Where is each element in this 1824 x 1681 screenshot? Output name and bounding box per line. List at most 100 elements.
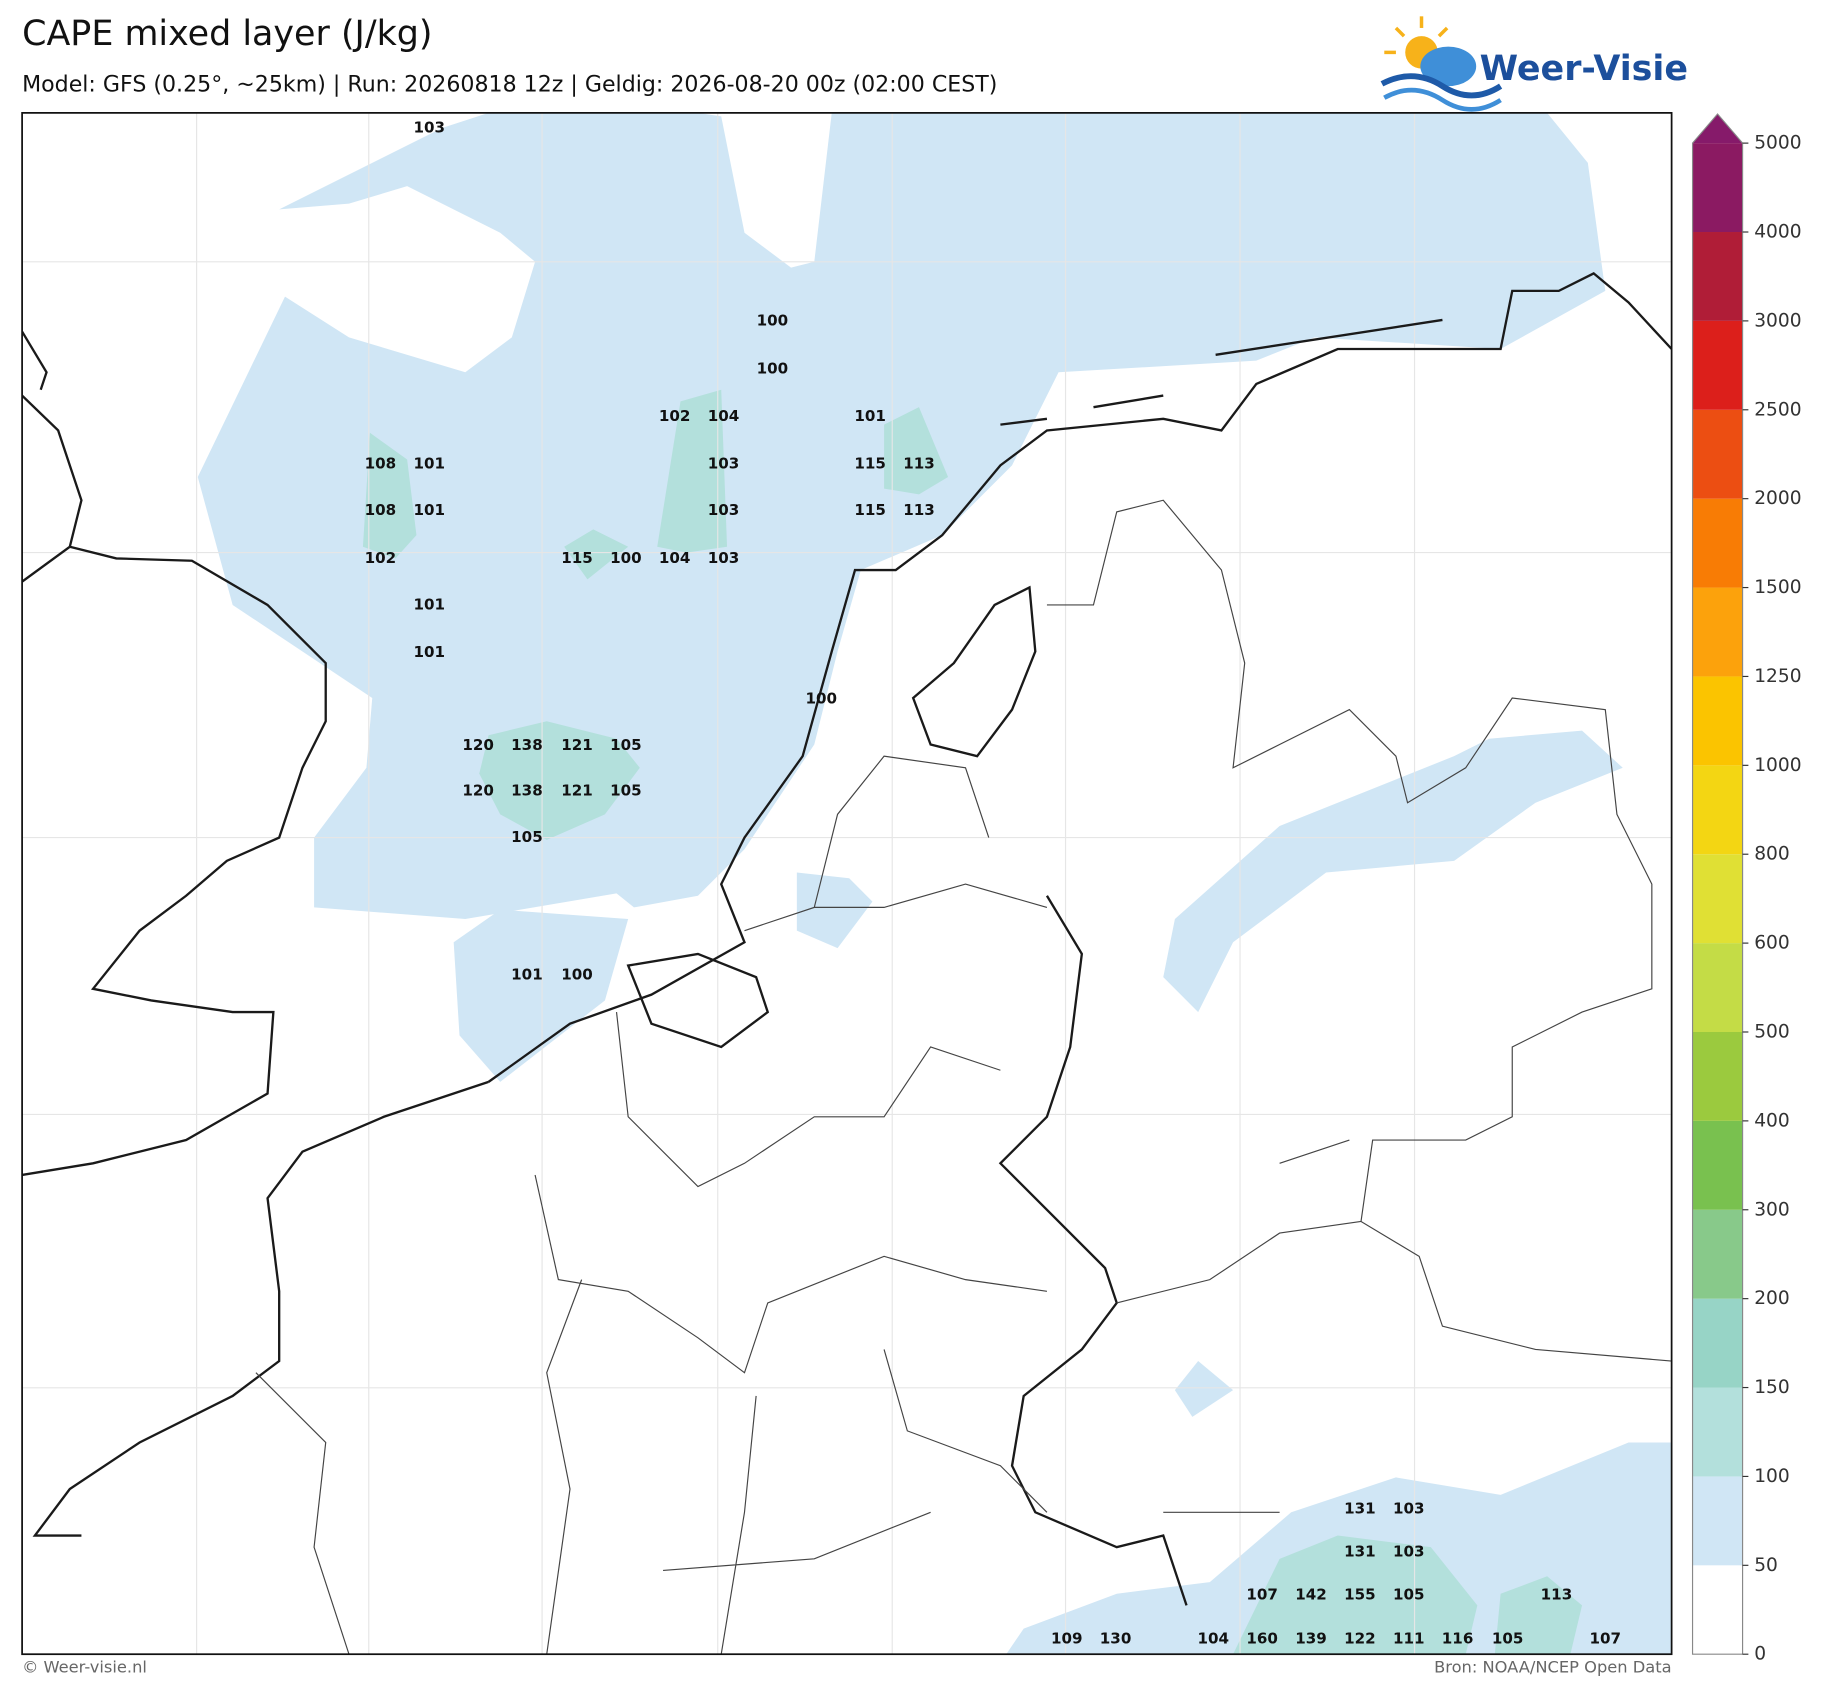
cape-value-label: 108	[365, 455, 397, 473]
cape-value-label: 101	[413, 595, 445, 613]
coastline	[22, 272, 1672, 1606]
cape-value-label: 103	[708, 501, 740, 519]
colorbar-segment	[1692, 1209, 1743, 1299]
colorbar-segment	[1692, 1387, 1743, 1477]
colorbar-tick-label: 600	[1754, 933, 1790, 954]
cape-value-label: 115	[854, 501, 886, 519]
colorbar-segment	[1692, 1298, 1743, 1388]
cape-value-label: 113	[903, 455, 935, 473]
cape-value-label: 100	[757, 359, 789, 377]
colorbar-outline	[1691, 113, 1744, 1655]
logo-text: Weer-Visie	[1480, 49, 1688, 89]
cape-value-label: 130	[1100, 1630, 1132, 1648]
cape-value-label: 102	[659, 407, 691, 425]
cape-value-label: 104	[659, 549, 691, 567]
colorbar-segment	[1692, 1565, 1743, 1655]
colorbar-tick-label: 0	[1754, 1644, 1766, 1665]
point-labels: 103 100 100 102 104 101 108 101 103 115 113 108 101 1…	[365, 119, 1621, 1648]
cape-value-label: 113	[1541, 1585, 1573, 1603]
cape-value-label: 100	[610, 549, 642, 567]
colorbar-tick-label: 1500	[1754, 577, 1801, 598]
colorbar-segment	[1692, 943, 1743, 1032]
cape-value-label: 121	[561, 782, 593, 800]
colorbar-tick-label: 3000	[1754, 310, 1801, 331]
cape-value-label: 131	[1344, 1542, 1376, 1560]
cape-value-label: 105	[610, 782, 642, 800]
cape-value-label: 107	[1590, 1630, 1622, 1648]
cape-value-label: 115	[561, 549, 593, 567]
cape-value-label: 108	[365, 501, 397, 519]
colorbar-segment	[1692, 1031, 1743, 1121]
cape-value-label: 121	[561, 736, 593, 754]
cape-value-label: 138	[511, 782, 543, 800]
colorbar-segment	[1692, 409, 1743, 499]
footer-right: Bron: NOAA/NCEP Open Data	[1434, 1658, 1672, 1677]
cape-value-label: 103	[1393, 1499, 1425, 1517]
cape-value-label: 105	[610, 736, 642, 754]
colorbar-segment	[1692, 676, 1743, 766]
cape-value-label: 101	[854, 407, 886, 425]
cape-value-label: 107	[1246, 1585, 1278, 1603]
colorbar-extend	[1692, 114, 1743, 144]
cape-value-label: 160	[1246, 1630, 1278, 1648]
cape-value-label: 113	[903, 501, 935, 519]
graticule	[22, 112, 1672, 1655]
colorbar-tick-label: 200	[1754, 1288, 1790, 1309]
colorbar-tick-label: 400	[1754, 1110, 1790, 1131]
cape-value-label: 100	[805, 690, 837, 708]
cape-value-label: 103	[708, 549, 740, 567]
colorbar-segment	[1692, 854, 1743, 944]
cape-value-label: 109	[1051, 1630, 1083, 1648]
cape-value-label: 142	[1295, 1585, 1327, 1603]
colorbar-segment	[1692, 1476, 1743, 1566]
colorbar-tick-label: 1250	[1754, 666, 1801, 687]
logo: Weer-Visie	[1380, 16, 1688, 112]
colorbar-segment	[1692, 143, 1743, 233]
cape-value-label: 101	[413, 455, 445, 473]
colorbar-tick-label: 5000	[1754, 133, 1801, 154]
cape-value-label: 105	[1393, 1585, 1425, 1603]
subtitle: Model: GFS (0.25°, ~25km) | Run: 2026081…	[22, 71, 997, 97]
cape-value-label: 111	[1393, 1630, 1425, 1648]
colorbar-tick-label: 800	[1754, 844, 1790, 865]
cape-value-label: 100	[757, 312, 789, 330]
footer-left: © Weer-visie.nl	[22, 1658, 147, 1677]
colorbar-segment	[1692, 498, 1743, 588]
cape-value-label: 103	[708, 455, 740, 473]
map	[22, 112, 1672, 1655]
colorbar-segment	[1692, 587, 1743, 677]
colorbar-segment	[1692, 1120, 1743, 1210]
cape-value-label: 120	[462, 736, 494, 754]
cape-value-label: 139	[1295, 1630, 1327, 1648]
cape-value-label: 101	[413, 501, 445, 519]
colorbar-tick-label: 150	[1754, 1377, 1790, 1398]
cape-value-label: 102	[365, 549, 397, 567]
colorbar-tick-label: 2500	[1754, 399, 1801, 420]
cape-value-label: 116	[1442, 1630, 1474, 1648]
cape-value-label: 103	[413, 119, 445, 137]
colorbar-tick-label: 1000	[1754, 755, 1801, 776]
colorbar-tick-label: 500	[1754, 1021, 1790, 1042]
cape-100-150	[362, 389, 1583, 1655]
cape-value-label: 104	[1198, 1630, 1230, 1648]
colorbar-tick-label: 2000	[1754, 488, 1801, 509]
cape-value-label: 155	[1344, 1585, 1376, 1603]
cape-value-label: 138	[511, 736, 543, 754]
colorbar-tick-label: 50	[1754, 1555, 1778, 1576]
cape-value-label: 105	[1492, 1630, 1524, 1648]
cape-value-label: 101	[511, 965, 543, 983]
colorbar-segment	[1692, 765, 1743, 855]
colorbar: 0 50 100 150 200 300 400 500 600 800 1000 1250 1500 2…	[1691, 113, 1802, 1665]
colorbar-tick-label: 4000	[1754, 222, 1801, 243]
cape-value-label: 131	[1344, 1499, 1376, 1517]
cape-value-label: 103	[1393, 1542, 1425, 1560]
cape-value-label: 104	[708, 407, 740, 425]
cape-value-label: 115	[854, 455, 886, 473]
cape-value-label: 122	[1344, 1630, 1376, 1648]
map-frame	[21, 112, 1673, 1656]
cape-value-label: 101	[413, 643, 445, 661]
colorbar-tick-label: 300	[1754, 1199, 1790, 1220]
borders	[255, 499, 1672, 1655]
